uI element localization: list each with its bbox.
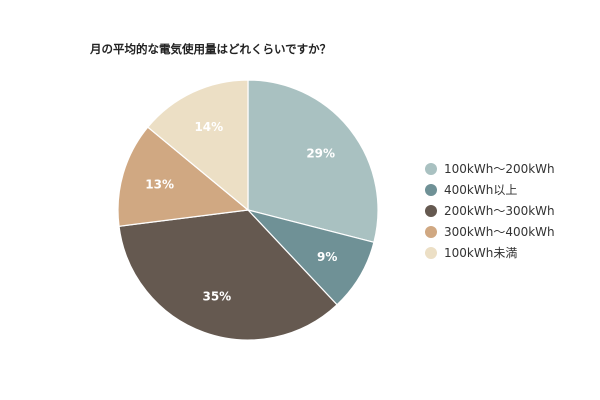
legend-label: 300kWh〜400kWh (444, 225, 555, 239)
slice-value-label: 35% (202, 290, 231, 304)
legend-swatch (425, 225, 437, 238)
slice-value-label: 14% (194, 120, 223, 134)
legend-item: 100kWh未満 (425, 242, 555, 263)
legend-item: 300kWh〜400kWh (425, 221, 555, 242)
legend-label: 400kWh以上 (444, 183, 518, 197)
legend-swatch (425, 162, 437, 175)
legend-swatch (425, 183, 437, 196)
pie-slice (118, 209, 338, 341)
legend-label: 100kWh〜200kWh (444, 162, 555, 176)
slice-value-label: 13% (145, 177, 174, 191)
slice-value-label: 29% (306, 147, 335, 161)
chart-legend: 100kWh〜200kWh 400kWh以上 200kWh〜300kWh 300kWh… (425, 158, 555, 263)
pie-slice (117, 126, 250, 227)
legend-swatch (425, 204, 437, 217)
chart-title: 月の平均的な電気使用量はどれくらいですか？ (90, 42, 332, 56)
legend-item: 400kWh以上 (425, 179, 555, 200)
legend-label: 200kWh〜300kWh (444, 204, 555, 218)
pie-slice (247, 79, 379, 244)
legend-item: 200kWh〜300kWh (425, 200, 555, 221)
legend-label: 100kWh未満 (444, 246, 518, 260)
legend-item: 100kWh〜200kWh (425, 158, 555, 179)
slice-value-label: 9% (317, 250, 337, 264)
legend-swatch (425, 246, 437, 259)
pie-slice (146, 79, 249, 212)
